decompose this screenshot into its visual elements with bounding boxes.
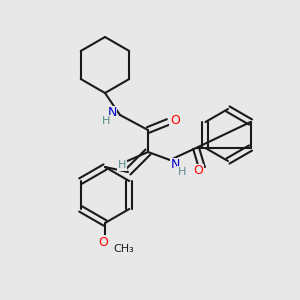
Text: O: O <box>193 164 203 178</box>
Text: H: H <box>118 160 126 170</box>
Text: N: N <box>107 106 117 119</box>
Text: N: N <box>170 158 180 172</box>
Text: O: O <box>98 236 108 248</box>
Text: H: H <box>102 116 110 126</box>
Text: H: H <box>178 167 186 177</box>
Text: O: O <box>170 113 180 127</box>
Text: CH₃: CH₃ <box>113 244 134 254</box>
